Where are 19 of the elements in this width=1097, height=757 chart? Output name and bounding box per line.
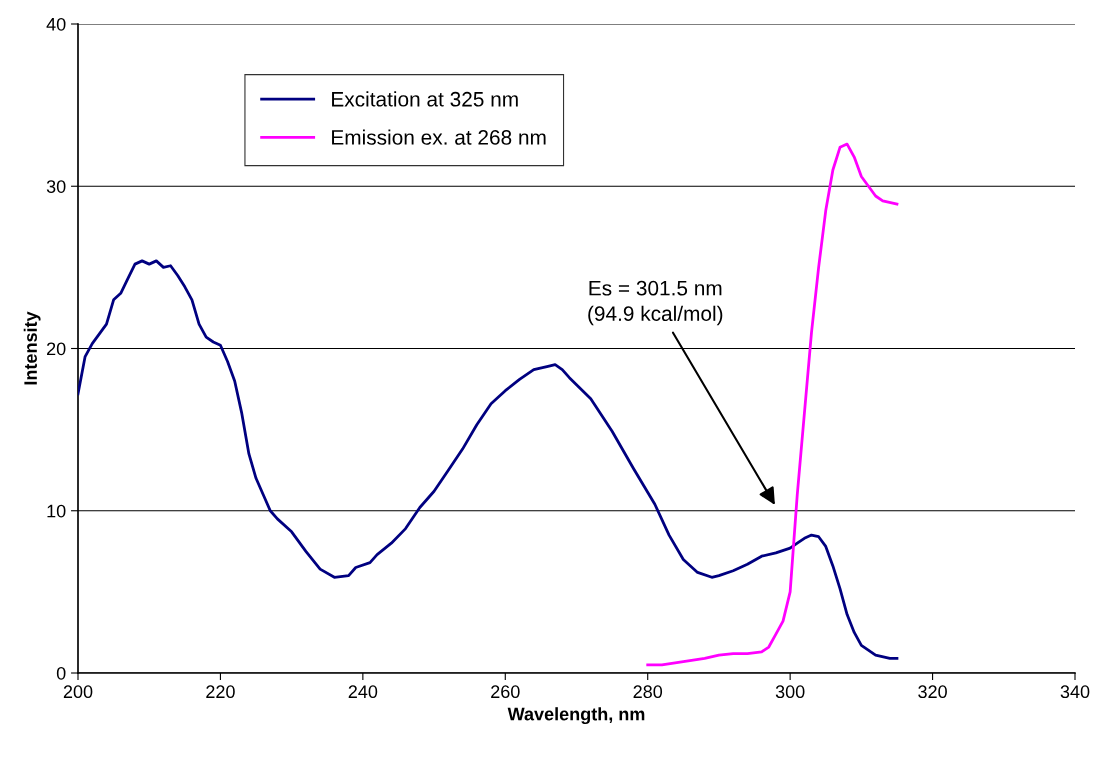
legend-label: Emission ex. at 268 nm (332, 129, 546, 145)
line-series (78, 259, 899, 660)
y-tick-label: 30 (46, 180, 66, 193)
x-tick-label: 200 (63, 685, 93, 699)
y-tick-label: 0 (56, 666, 66, 680)
x-tick-label: 300 (775, 685, 805, 699)
legend-label: Excitation at 325 nm (332, 91, 518, 107)
x-tick-label: 260 (491, 685, 520, 699)
annotation: Es = 301.5 nm (94.9 kcal/mol) (588, 280, 723, 326)
y-tick-label: 40 (46, 17, 66, 31)
x-tick-label: 220 (206, 685, 235, 699)
x-tick-label: 320 (918, 685, 947, 699)
x-tick-label: 280 (633, 685, 663, 699)
y-tick-label: 10 (47, 504, 66, 518)
y-tick-label: 20 (47, 342, 66, 356)
x-axis-title: Wavelength, nm (507, 707, 645, 725)
x-tick-label: 240 (348, 685, 378, 699)
y-axis-title: Intensity (23, 311, 41, 385)
x-tick-label: 340 (1060, 685, 1090, 699)
